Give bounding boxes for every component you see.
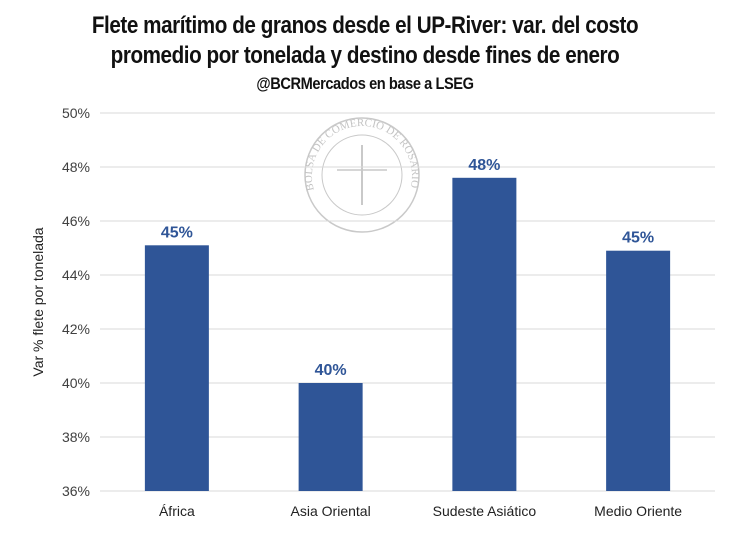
y-tick-label: 42% xyxy=(62,321,90,337)
y-tick-label: 36% xyxy=(62,483,90,499)
chart-title-line2: promedio por tonelada y destino desde fi… xyxy=(110,42,620,69)
bar-medio-oriente xyxy=(606,250,671,491)
data-label: 48% xyxy=(468,157,500,174)
chart-subtitle: @BCRMercados en base a LSEG xyxy=(256,74,474,93)
y-tick-label: 50% xyxy=(62,105,90,121)
x-tick-label: África xyxy=(159,503,195,519)
data-label: 40% xyxy=(315,362,347,379)
data-label: 45% xyxy=(161,224,193,241)
x-tick-label: Asia Oriental xyxy=(291,503,371,519)
watermark-seal: BOLSA DE COMERCIO DE ROSARIO xyxy=(303,117,421,233)
y-tick-label: 48% xyxy=(62,159,90,175)
y-tick-label: 40% xyxy=(62,375,90,391)
y-tick-label: 38% xyxy=(62,429,90,445)
bar-sudeste-asiático xyxy=(452,177,517,492)
bar-asia-oriental xyxy=(298,383,363,491)
x-tick-label: Medio Oriente xyxy=(594,503,682,519)
y-tick-label: 46% xyxy=(62,213,90,229)
chart-title-line1: Flete marítimo de granos desde el UP-Riv… xyxy=(91,12,639,39)
y-axis-label: Var % flete por tonelada xyxy=(30,227,46,376)
bar-áfrica xyxy=(144,245,209,491)
y-tick-label: 44% xyxy=(62,267,90,283)
data-label: 45% xyxy=(622,230,654,247)
x-tick-label: Sudeste Asiático xyxy=(433,503,537,519)
